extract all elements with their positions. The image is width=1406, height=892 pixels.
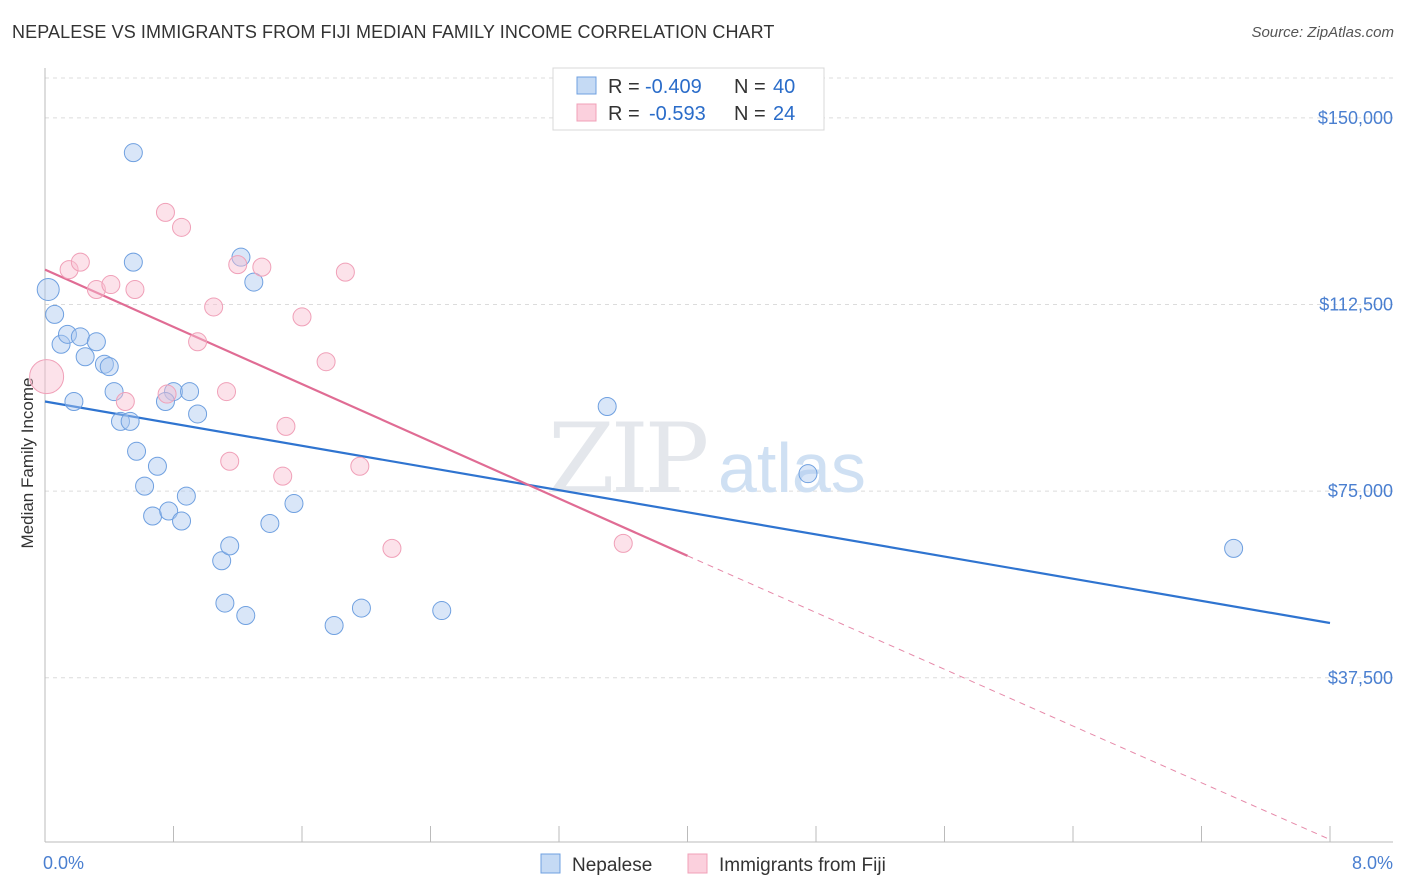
legend-n-label-1: N = (734, 76, 766, 98)
point-nepalese-6 (75, 347, 95, 367)
point-nepalese-30 (284, 494, 304, 514)
point-nepalese-14 (120, 411, 140, 431)
y-tick-label-2: $112,500 (1319, 294, 1393, 314)
source-label: Source: ZipAtlas.com (1251, 24, 1394, 41)
bottom-legend-swatch-nepalese (540, 853, 561, 874)
legend-n-value-2: 24 (773, 103, 795, 125)
point-nepalese-18 (135, 476, 155, 496)
chart-title: NEPALESE VS IMMIGRANTS FROM FIJI MEDIAN … (12, 22, 775, 42)
point-nepalese-16 (127, 441, 147, 461)
point-nepalese-12 (155, 392, 175, 412)
point-nepalese-20 (143, 506, 163, 526)
point-nepalese-33 (324, 615, 344, 635)
point-nepalese-23 (123, 252, 143, 272)
point-fiji-17 (220, 451, 240, 471)
x-tick-label-1: 8.0% (1352, 853, 1393, 873)
y-tick-label-3: $150,000 (1318, 108, 1393, 128)
x-tick-label-0: 0.0% (43, 853, 84, 873)
point-fiji-9 (204, 297, 224, 317)
point-nepalese-19 (176, 486, 196, 506)
point-fiji-20 (382, 538, 402, 558)
point-nepalese-39 (123, 143, 143, 163)
legend-n-label-2: N = (734, 103, 766, 125)
point-fiji-18 (273, 466, 293, 486)
point-fiji-10 (217, 382, 237, 402)
axes (44, 68, 1393, 843)
point-fiji-13 (292, 307, 312, 327)
legend-r-value-1: -0.409 (645, 76, 702, 98)
legend-r-value-2: -0.593 (649, 103, 706, 125)
point-nepalese-27 (212, 551, 232, 571)
point-nepalese-5 (86, 332, 106, 352)
point-fiji-22 (115, 392, 135, 412)
x-tick-labels: 0.0% 8.0% (43, 853, 1393, 873)
legend-swatch-nepalese (576, 76, 597, 95)
point-fiji-19 (350, 456, 370, 476)
point-nepalese-22 (172, 511, 192, 531)
trend-line-nepalese (44, 400, 1331, 625)
point-nepalese-2 (51, 334, 71, 354)
point-fiji-14 (316, 352, 336, 372)
point-nepalese-8 (99, 357, 119, 377)
watermark: ZIP atlas (548, 403, 866, 515)
point-fiji-0 (29, 359, 65, 395)
point-fiji-5 (125, 280, 145, 300)
point-fiji-15 (335, 262, 355, 282)
y-tick-labels: $37,500 $75,000 $112,500 $150,000 (1318, 108, 1393, 688)
point-nepalese-31 (215, 593, 235, 613)
point-nepalese-32 (236, 606, 256, 626)
trend-lines (44, 268, 1331, 840)
grid-lines (45, 77, 1393, 679)
point-nepalese-15 (188, 404, 208, 424)
point-fiji-21 (157, 384, 177, 404)
point-fiji-4 (101, 275, 121, 295)
point-fiji-12 (252, 257, 272, 277)
point-nepalese-25 (244, 272, 264, 292)
point-nepalese-0 (36, 278, 60, 302)
point-fiji-3 (86, 280, 106, 300)
point-nepalese-36 (597, 396, 617, 416)
point-nepalese-9 (64, 392, 84, 412)
watermark-atlas: atlas (718, 429, 866, 507)
point-fiji-1 (59, 260, 79, 280)
legend-box: R = -0.409 N = 40 R = -0.593 N = 24 (552, 67, 825, 131)
bottom-legend-nepalese: Nepalese (572, 855, 652, 876)
bottom-legend: Nepalese Immigrants from Fiji (540, 853, 886, 876)
legend-swatch-fiji (576, 103, 597, 122)
legend-n-value-1: 40 (773, 76, 795, 98)
point-fiji-11 (228, 255, 248, 275)
legend-r-label-2: R = (608, 103, 640, 125)
point-nepalese-35 (432, 601, 452, 621)
point-nepalese-38 (1224, 538, 1244, 558)
point-nepalese-17 (147, 456, 167, 476)
point-nepalese-29 (260, 513, 280, 533)
point-nepalese-4 (70, 327, 90, 347)
y-axis-label: Median Family Income (18, 377, 37, 548)
data-points (29, 143, 1244, 635)
point-nepalese-13 (110, 411, 130, 431)
point-nepalese-21 (159, 501, 179, 521)
y-tick-label-0: $37,500 (1328, 668, 1393, 688)
point-fiji-8 (188, 332, 208, 352)
point-fiji-6 (155, 202, 175, 222)
point-nepalese-37 (798, 464, 818, 484)
watermark-zip: ZIP (548, 403, 707, 515)
point-fiji-16 (276, 416, 296, 436)
trend-line-fiji-extrapolated (687, 555, 1331, 840)
point-fiji-7 (172, 217, 192, 237)
trend-line-fiji (44, 268, 688, 557)
point-nepalese-1 (45, 304, 65, 324)
point-fiji-23 (613, 533, 633, 553)
legend-r-label-1: R = (608, 76, 640, 98)
y-tick-label-1: $75,000 (1328, 481, 1393, 501)
bottom-legend-fiji: Immigrants from Fiji (719, 855, 886, 876)
point-nepalese-28 (220, 536, 240, 556)
point-nepalese-26 (180, 382, 200, 402)
bottom-legend-swatch-fiji (687, 853, 708, 874)
point-nepalese-34 (351, 598, 371, 618)
point-fiji-2 (70, 252, 90, 272)
point-nepalese-7 (94, 354, 114, 374)
